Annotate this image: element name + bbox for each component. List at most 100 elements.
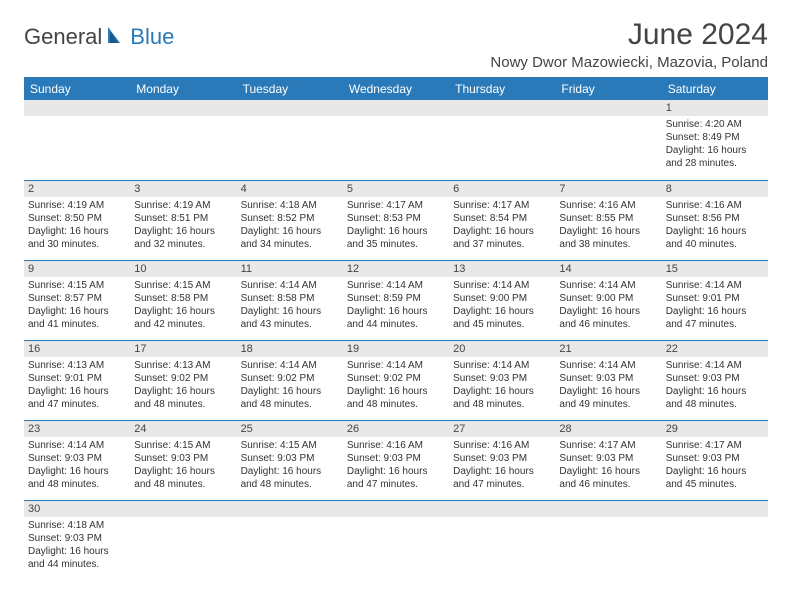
calendar-cell: 9Sunrise: 4:15 AMSunset: 8:57 PMDaylight…: [24, 260, 130, 340]
calendar-cell: 7Sunrise: 4:16 AMSunset: 8:55 PMDaylight…: [555, 180, 661, 260]
calendar-cell: 29Sunrise: 4:17 AMSunset: 9:03 PMDayligh…: [662, 420, 768, 500]
day-number-empty: [237, 501, 343, 517]
calendar-cell: [449, 100, 555, 180]
weekday-header: Saturday: [662, 78, 768, 101]
calendar-cell: 12Sunrise: 4:14 AMSunset: 8:59 PMDayligh…: [343, 260, 449, 340]
weekday-header: Tuesday: [237, 78, 343, 101]
calendar-cell: 27Sunrise: 4:16 AMSunset: 9:03 PMDayligh…: [449, 420, 555, 500]
logo-text-general: General: [24, 24, 102, 50]
location-label: Nowy Dwor Mazowiecki, Mazovia, Poland: [490, 54, 768, 71]
weekday-header: Friday: [555, 78, 661, 101]
weekday-header: Thursday: [449, 78, 555, 101]
calendar-cell: 21Sunrise: 4:14 AMSunset: 9:03 PMDayligh…: [555, 340, 661, 420]
day-details: Sunrise: 4:14 AMSunset: 8:58 PMDaylight:…: [237, 277, 343, 335]
day-number: 5: [343, 181, 449, 197]
day-number-empty: [130, 501, 236, 517]
calendar-cell: 25Sunrise: 4:15 AMSunset: 9:03 PMDayligh…: [237, 420, 343, 500]
day-details: Sunrise: 4:14 AMSunset: 9:00 PMDaylight:…: [449, 277, 555, 335]
calendar-cell: 24Sunrise: 4:15 AMSunset: 9:03 PMDayligh…: [130, 420, 236, 500]
calendar-cell: 5Sunrise: 4:17 AMSunset: 8:53 PMDaylight…: [343, 180, 449, 260]
day-details: Sunrise: 4:17 AMSunset: 8:53 PMDaylight:…: [343, 197, 449, 255]
day-details: Sunrise: 4:19 AMSunset: 8:51 PMDaylight:…: [130, 197, 236, 255]
day-number: 2: [24, 181, 130, 197]
day-details: Sunrise: 4:16 AMSunset: 8:56 PMDaylight:…: [662, 197, 768, 255]
calendar-cell: [24, 100, 130, 180]
calendar-cell: 3Sunrise: 4:19 AMSunset: 8:51 PMDaylight…: [130, 180, 236, 260]
day-number: 27: [449, 421, 555, 437]
calendar-cell: 23Sunrise: 4:14 AMSunset: 9:03 PMDayligh…: [24, 420, 130, 500]
title-block: June 2024 Nowy Dwor Mazowiecki, Mazovia,…: [490, 18, 768, 71]
day-number: 13: [449, 261, 555, 277]
day-details: Sunrise: 4:14 AMSunset: 9:03 PMDaylight:…: [24, 437, 130, 495]
header: General Blue June 2024 Nowy Dwor Mazowie…: [24, 18, 768, 71]
calendar-cell: [237, 100, 343, 180]
day-number: 30: [24, 501, 130, 517]
day-details: Sunrise: 4:15 AMSunset: 9:03 PMDaylight:…: [237, 437, 343, 495]
day-number: 19: [343, 341, 449, 357]
calendar-table: SundayMondayTuesdayWednesdayThursdayFrid…: [24, 77, 768, 580]
weekday-header: Wednesday: [343, 78, 449, 101]
day-number-empty: [555, 100, 661, 116]
day-details: Sunrise: 4:16 AMSunset: 9:03 PMDaylight:…: [449, 437, 555, 495]
day-number: 21: [555, 341, 661, 357]
day-number: 20: [449, 341, 555, 357]
day-details: Sunrise: 4:14 AMSunset: 9:01 PMDaylight:…: [662, 277, 768, 335]
day-details: Sunrise: 4:13 AMSunset: 9:02 PMDaylight:…: [130, 357, 236, 415]
day-number: 28: [555, 421, 661, 437]
calendar-cell: 10Sunrise: 4:15 AMSunset: 8:58 PMDayligh…: [130, 260, 236, 340]
day-details: Sunrise: 4:19 AMSunset: 8:50 PMDaylight:…: [24, 197, 130, 255]
calendar-cell: 14Sunrise: 4:14 AMSunset: 9:00 PMDayligh…: [555, 260, 661, 340]
day-number: 26: [343, 421, 449, 437]
day-number: 24: [130, 421, 236, 437]
day-details: Sunrise: 4:15 AMSunset: 8:57 PMDaylight:…: [24, 277, 130, 335]
day-details: Sunrise: 4:15 AMSunset: 9:03 PMDaylight:…: [130, 437, 236, 495]
day-details: Sunrise: 4:18 AMSunset: 8:52 PMDaylight:…: [237, 197, 343, 255]
day-details: Sunrise: 4:15 AMSunset: 8:58 PMDaylight:…: [130, 277, 236, 335]
day-number: 9: [24, 261, 130, 277]
day-details: Sunrise: 4:16 AMSunset: 8:55 PMDaylight:…: [555, 197, 661, 255]
day-number: 1: [662, 100, 768, 116]
day-number: 12: [343, 261, 449, 277]
calendar-cell: 22Sunrise: 4:14 AMSunset: 9:03 PMDayligh…: [662, 340, 768, 420]
weekday-header: Monday: [130, 78, 236, 101]
day-number-empty: [662, 501, 768, 517]
day-details: Sunrise: 4:18 AMSunset: 9:03 PMDaylight:…: [24, 517, 130, 575]
calendar-cell: 20Sunrise: 4:14 AMSunset: 9:03 PMDayligh…: [449, 340, 555, 420]
calendar-cell: 6Sunrise: 4:17 AMSunset: 8:54 PMDaylight…: [449, 180, 555, 260]
day-details: Sunrise: 4:13 AMSunset: 9:01 PMDaylight:…: [24, 357, 130, 415]
month-title: June 2024: [490, 18, 768, 52]
calendar-cell: 17Sunrise: 4:13 AMSunset: 9:02 PMDayligh…: [130, 340, 236, 420]
day-number-empty: [449, 501, 555, 517]
calendar-cell: [555, 100, 661, 180]
logo-text-blue: Blue: [130, 24, 174, 50]
weekday-header: Sunday: [24, 78, 130, 101]
day-number: 15: [662, 261, 768, 277]
day-details: Sunrise: 4:17 AMSunset: 8:54 PMDaylight:…: [449, 197, 555, 255]
calendar-cell: [130, 500, 236, 580]
day-number: 14: [555, 261, 661, 277]
calendar-cell: 13Sunrise: 4:14 AMSunset: 9:00 PMDayligh…: [449, 260, 555, 340]
calendar-body: 1Sunrise: 4:20 AMSunset: 8:49 PMDaylight…: [24, 100, 768, 580]
day-details: Sunrise: 4:14 AMSunset: 9:02 PMDaylight:…: [237, 357, 343, 415]
calendar-cell: 8Sunrise: 4:16 AMSunset: 8:56 PMDaylight…: [662, 180, 768, 260]
day-number-empty: [449, 100, 555, 116]
calendar-cell: 2Sunrise: 4:19 AMSunset: 8:50 PMDaylight…: [24, 180, 130, 260]
day-number-empty: [555, 501, 661, 517]
calendar-cell: 4Sunrise: 4:18 AMSunset: 8:52 PMDaylight…: [237, 180, 343, 260]
calendar-cell: 1Sunrise: 4:20 AMSunset: 8:49 PMDaylight…: [662, 100, 768, 180]
day-details: Sunrise: 4:14 AMSunset: 9:03 PMDaylight:…: [449, 357, 555, 415]
day-number: 17: [130, 341, 236, 357]
calendar-header-row: SundayMondayTuesdayWednesdayThursdayFrid…: [24, 78, 768, 101]
day-details: Sunrise: 4:17 AMSunset: 9:03 PMDaylight:…: [555, 437, 661, 495]
calendar-cell: [449, 500, 555, 580]
day-number: 11: [237, 261, 343, 277]
calendar-cell: 16Sunrise: 4:13 AMSunset: 9:01 PMDayligh…: [24, 340, 130, 420]
day-number: 4: [237, 181, 343, 197]
day-number: 7: [555, 181, 661, 197]
day-number: 18: [237, 341, 343, 357]
calendar-cell: 26Sunrise: 4:16 AMSunset: 9:03 PMDayligh…: [343, 420, 449, 500]
calendar-cell: 28Sunrise: 4:17 AMSunset: 9:03 PMDayligh…: [555, 420, 661, 500]
day-number-empty: [343, 100, 449, 116]
day-details: Sunrise: 4:20 AMSunset: 8:49 PMDaylight:…: [662, 116, 768, 174]
calendar-cell: [237, 500, 343, 580]
